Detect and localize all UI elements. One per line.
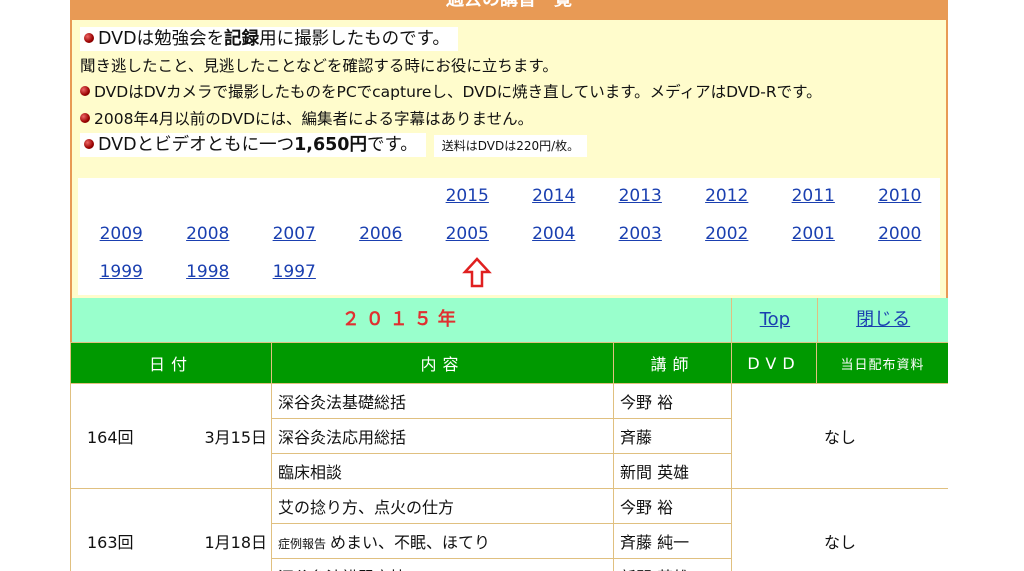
year-bar: ２０１５年 Top 閉じる [70, 298, 948, 342]
year-link[interactable]: 2002 [705, 224, 749, 244]
content-cell: 艾の捻り方、点火の仕方 [271, 488, 615, 524]
teacher-cell: 今野 裕 [613, 488, 733, 524]
year-link[interactable]: 2006 [359, 224, 403, 244]
content-cell: 深谷灸法講習実技 [271, 558, 615, 571]
column-header: 当日配布資料 [816, 342, 948, 384]
year-link[interactable]: 2014 [532, 186, 576, 206]
teacher-cell: 今野 裕 [613, 383, 733, 419]
session-date: 3月15日 [153, 383, 273, 489]
session-number: 164回 [70, 383, 154, 489]
teacher-cell: 新間 英雄 [613, 453, 733, 489]
year-links: 2015 2014 2013 2012 2011 2010 2009 2008 2007 2006… [70, 175, 948, 298]
note-text: 2008年4月以前のDVDには、編集者による字幕はありません。 [94, 109, 534, 128]
year-link[interactable]: 2015 [445, 186, 489, 206]
note-small: 送料はDVDは220円/枚。 [433, 135, 588, 157]
table-row: 164回 3月15日 深谷灸法基礎総括 今野 裕なし [70, 383, 948, 489]
year-link[interactable]: 2003 [618, 224, 662, 244]
table-row: 症例報告 めまい、不眠、ほてり 斉藤 純一 [71, 523, 949, 559]
year-link[interactable]: 1997 [272, 262, 316, 282]
note-text: です。 [366, 135, 418, 155]
year-link[interactable]: 2009 [99, 224, 143, 244]
session-number: 163回 [70, 488, 154, 571]
note-text: DVDとビデオともに一つ [98, 135, 295, 155]
content-cell: 臨床相談 [271, 453, 615, 489]
content-cell: 深谷灸法応用総括 [271, 418, 615, 454]
year-link[interactable]: 2007 [272, 224, 316, 244]
content-text: 深谷灸法講習実技 [278, 568, 406, 571]
note-text: 用に撮影したものです。 [259, 29, 450, 49]
year-link[interactable]: 2010 [878, 186, 922, 206]
year-link[interactable]: 2000 [878, 224, 922, 244]
header: 過去の講習一覧 [70, 0, 948, 20]
content-tag: 症例報告 [278, 537, 327, 551]
column-header: 日付 [70, 342, 273, 384]
top-link[interactable]: Top [731, 298, 817, 342]
year-link[interactable]: 1999 [99, 262, 143, 282]
bullet [80, 86, 90, 96]
year-link[interactable]: 2005 [445, 224, 489, 244]
year-link[interactable]: 1998 [186, 262, 230, 282]
note-text: 聞き逃したこと、見逃したことなどを確認する時にお役に立ちます。 [80, 56, 558, 75]
session-date: 1月18日 [153, 488, 273, 571]
content: 過去の講習一覧 DVDは勉強会を記録用に撮影したものです。聞き逃したこと、見逃し… [70, 0, 948, 571]
column-header: 講師 [613, 342, 733, 384]
highlight: DVDとビデオともに一つ1,650円です。 [80, 133, 426, 157]
note-text: DVDはDVカメラで撮影したものをPCでcaptureし、DVDに焼き直していま… [94, 83, 822, 101]
year-link[interactable]: 2008 [186, 224, 230, 244]
column-header: 内容 [271, 342, 615, 384]
note-text: DVDは勉強会を [98, 29, 225, 49]
table-row: 163回 1月18日 艾の捻り方、点火の仕方 今野 裕なし [70, 488, 948, 571]
content-text: 深谷灸法基礎総括 [278, 393, 407, 412]
dvd-cell: なし [731, 488, 948, 571]
notes: DVDは勉強会を記録用に撮影したものです。聞き逃したこと、見逃したことなどを確認… [70, 20, 948, 175]
teacher-cell: 斉藤 [613, 418, 733, 454]
table-row: 深谷灸法講習実技 新間 英雄 [71, 558, 949, 571]
arrow-icon [462, 257, 492, 288]
content-text: 臨床相談 [278, 463, 343, 482]
bullet [84, 33, 94, 43]
content-text: めまい、不眠、ほてり [330, 533, 491, 552]
close-link[interactable]: 閉じる [817, 298, 948, 342]
header-title: 過去の講習一覧 [446, 0, 572, 10]
content-cell: 深谷灸法基礎総括 [271, 383, 615, 419]
note: 聞き逃したこと、見逃したことなどを確認する時にお役に立ちます。 [80, 53, 946, 80]
content-text: 艾の捻り方、点火の仕方 [278, 498, 455, 517]
table-row: 深谷灸法応用総括 斉藤 [71, 418, 949, 454]
year-box: 2015 2014 2013 2012 2011 2010 2009 2008 2007 2006… [78, 178, 940, 295]
note: DVDは勉強会を記録用に撮影したものです。 [80, 26, 946, 53]
year-link[interactable]: 2011 [791, 186, 835, 206]
note: DVDとビデオともに一つ1,650円です。 送料はDVDは220円/枚。 [80, 132, 946, 159]
teacher-cell: 斉藤 純一 [613, 523, 733, 559]
content-text: 深谷灸法応用総括 [278, 428, 407, 447]
lecture-table: 日付 内容 講師 DVD 当日配布資料 164回 3月15日 深谷灸法基礎総括 今野 裕なし深… [70, 342, 948, 571]
year-link[interactable]: 2013 [618, 186, 662, 206]
bullet [80, 112, 90, 123]
note: 2008年4月以前のDVDには、編集者による字幕はありません。 [80, 106, 946, 133]
note: DVDはDVカメラで撮影したものをPCでcaptureし、DVDに焼き直していま… [80, 79, 946, 106]
year-link[interactable]: 2004 [532, 224, 576, 244]
column-header: DVD [731, 342, 818, 384]
year-title: ２０１５年 [341, 309, 462, 330]
year-link[interactable]: 2001 [791, 224, 835, 244]
dvd-cell: なし [731, 383, 948, 489]
content-cell: 症例報告 めまい、不眠、ほてり [271, 523, 615, 559]
note-text: 記録 [224, 29, 260, 49]
note-text: 1,650円 [294, 135, 367, 155]
bullet [84, 139, 94, 149]
teacher-cell: 新間 英雄 [613, 558, 733, 571]
highlight: DVDは勉強会を記録用に撮影したものです。 [80, 27, 458, 51]
year-link[interactable]: 2012 [705, 186, 749, 206]
